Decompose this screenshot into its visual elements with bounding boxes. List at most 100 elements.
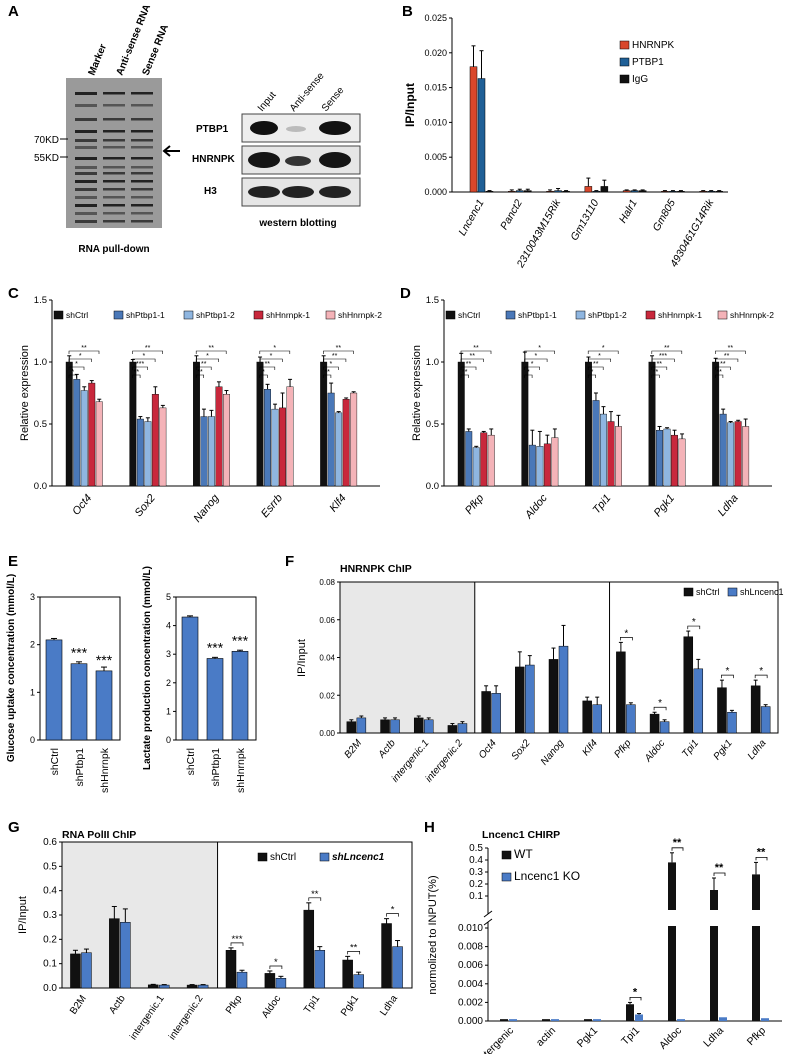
sig-bracket (195, 366, 212, 370)
bar (491, 693, 501, 734)
charts: 0.0000.0050.0100.0150.0200.025IP/InputLn… (6, 13, 784, 1054)
bar (668, 862, 676, 1021)
bar (593, 1019, 601, 1021)
legend-label: shPtbp1-1 (518, 310, 557, 320)
bar (710, 890, 718, 1021)
y-tick-label: 0.3 (469, 867, 483, 878)
gel-band (103, 188, 125, 191)
bar (197, 984, 209, 989)
gel-band (131, 220, 153, 223)
bar-break (751, 910, 761, 926)
x-tick-label: B2M (68, 993, 89, 1016)
panel-h-title: Lncenc1 CHIRP (482, 829, 560, 841)
bar (314, 950, 326, 989)
bar (327, 392, 335, 487)
bar (423, 719, 434, 734)
legend-swatch (113, 310, 124, 320)
gel-band (103, 157, 125, 160)
sig-label: ** (81, 345, 87, 352)
legend-swatch (501, 850, 512, 860)
y-tick-label: 1.0 (426, 357, 439, 368)
sig-bracket (68, 358, 92, 362)
x-tick-label: shPtbp1 (210, 748, 222, 787)
sig-bracket (259, 374, 268, 378)
wb-row-label: H3 (204, 186, 217, 197)
y-tick-label: 0.02 (319, 691, 335, 700)
gel-lane-label: Marker (87, 42, 110, 77)
sig-bracket (755, 857, 768, 861)
bar (528, 444, 536, 487)
x-tick-label: Actb (107, 993, 128, 1016)
bar (70, 953, 81, 989)
gel-band (131, 92, 153, 95)
bar (225, 950, 237, 989)
bar (742, 426, 750, 487)
sig-label: * (726, 666, 730, 677)
sig-bracket (68, 366, 85, 370)
sig-bracket (651, 350, 683, 354)
x-tick-label: Aldoc (657, 1025, 684, 1052)
y-tick-label: 0.0 (43, 983, 57, 994)
bar (509, 1019, 517, 1021)
bar (562, 191, 570, 193)
gel-band (103, 180, 125, 183)
bar (303, 909, 315, 989)
gel-caption: RNA pull-down (78, 244, 149, 255)
x-tick-label: shPtbp1 (74, 748, 86, 787)
sig-bracket (132, 350, 163, 354)
bar (626, 704, 636, 734)
y-tick-label: 0.006 (458, 960, 483, 971)
sig-label: *** (96, 652, 113, 668)
bar (45, 639, 63, 741)
bar (719, 413, 727, 487)
sig-label: ** (466, 361, 472, 368)
legend-swatch (619, 40, 630, 50)
bar (649, 713, 660, 734)
legend-swatch (575, 310, 586, 320)
sig-bracket (323, 374, 332, 378)
x-tick-label: Tpi1 (591, 492, 614, 516)
bar (546, 191, 554, 193)
y-tick-label: 0.08 (319, 578, 335, 587)
y-tick-label: 0.3 (43, 910, 57, 921)
legend-label: IgG (632, 74, 648, 85)
gel-band (75, 92, 97, 95)
x-tick-label: Oct4 (70, 492, 94, 518)
panel-letter-h: H (424, 819, 435, 836)
sig-label: ** (197, 369, 203, 376)
x-tick-label: Sox2 (133, 492, 158, 519)
axis-break (483, 910, 493, 918)
sig-label: *** (231, 934, 242, 945)
x-tick-label: Pgk1 (575, 1025, 601, 1051)
bar (727, 422, 735, 487)
bar (752, 874, 760, 1021)
wb-lane-label: Input (256, 90, 279, 114)
panel-letter-e: E (8, 553, 18, 570)
sig-bracket (687, 625, 701, 630)
sig-bracket (460, 366, 477, 370)
bar (712, 361, 720, 487)
y-tick-label: 0.06 (319, 616, 335, 625)
bar (699, 191, 707, 193)
panel-letter-a: A (8, 3, 19, 20)
y-tick-label: 0.00 (319, 729, 335, 738)
sig-bracket (651, 358, 675, 362)
sig-label: ** (724, 353, 730, 360)
sig-bracket (132, 374, 141, 378)
sig-label: ** (728, 345, 734, 352)
y-tick-label: 0 (30, 735, 35, 745)
sig-bracket (587, 366, 604, 370)
wb-lane-label: Sense (320, 85, 347, 114)
gel-band (75, 172, 97, 175)
bar (551, 437, 559, 487)
sig-bracket (524, 350, 555, 354)
bar (356, 717, 367, 734)
sig-label: * (624, 628, 628, 639)
gel-band (75, 204, 97, 207)
legend-swatch (325, 310, 336, 320)
bar (353, 974, 364, 989)
sig-label: * (591, 369, 594, 376)
